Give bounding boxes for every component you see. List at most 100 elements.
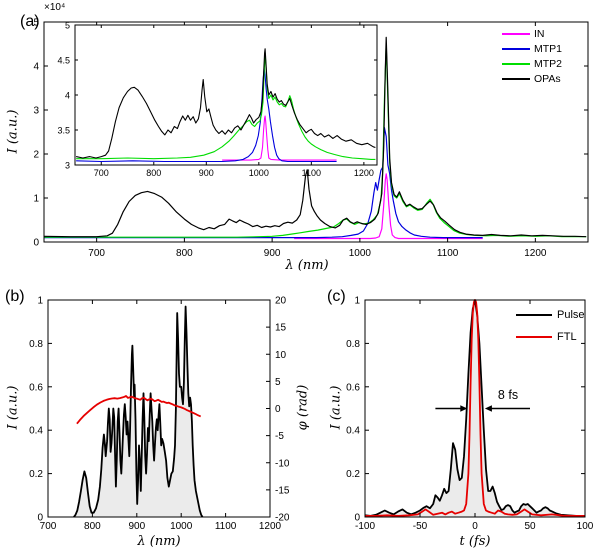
panel-a-plot: 700 800 900 1000 1100 1200 0 1 2 3 4 5 700 800 900 1000… (33, 18, 589, 259)
b-y2-tick-label: -20 (275, 513, 290, 524)
a-series-group (43, 36, 587, 240)
legend-line-swatch (502, 32, 530, 35)
b-x-tick-label: 700 (40, 521, 57, 532)
a_inset-x-tick-label: 800 (146, 168, 161, 178)
annotation-arrowhead (460, 405, 468, 412)
panel-a-xlabel: λ (nm) (285, 258, 329, 273)
panel-c-annotation: 8 fs (497, 388, 519, 402)
series-pulse-fill (365, 300, 585, 517)
b-y2-tick-label: 15 (275, 323, 287, 334)
a-y-tick-label: 4 (33, 62, 39, 73)
c-y-tick-label: 0 (354, 513, 360, 524)
b-y-tick-label: 0.8 (29, 339, 43, 350)
legend-item-in: IN (502, 26, 562, 41)
a-y-tick-label: 2 (33, 150, 39, 161)
a_inset-x-tick-label: 1100 (302, 168, 321, 178)
a-x-tick-label: 1000 (349, 248, 372, 259)
legend-item-ftl: FTL (516, 326, 585, 348)
series-phase-line (76, 395, 202, 425)
c-x-tick-label: 50 (524, 521, 536, 532)
panel-b-ylabel-right: φ (rad) (295, 384, 311, 431)
a-x-tick-label: 700 (88, 248, 105, 259)
legend-item-opas: OPAs (502, 71, 562, 86)
a-x-tick-label: 1100 (437, 248, 459, 259)
series-opas-line (43, 36, 587, 238)
a-y-tick-label: 0 (33, 238, 39, 249)
panel-a-ylabel: I (a.u.) (5, 109, 21, 154)
legend-item-pulse: Pulse (516, 304, 585, 326)
a_inset-x-tick-label: 1200 (354, 168, 374, 178)
panel-b-xlabel: λ (nm) (137, 534, 181, 549)
a_inset-y-tick-label: 3 (65, 161, 70, 171)
b-y2-tick-label: -15 (275, 485, 290, 496)
b-y2-tick-label: 20 (275, 296, 287, 307)
panel-c-xlabel: t (fs) (459, 534, 491, 549)
legend-line-swatch (516, 336, 552, 338)
legend-line-swatch (502, 77, 530, 80)
panel-c-legend: Pulse FTL (516, 304, 585, 348)
legend-item-label: FTL (557, 331, 577, 343)
panel-a-label: (a) (20, 13, 40, 30)
c-y-tick-label: 0.4 (346, 426, 360, 437)
a-x-tick-label: 800 (176, 248, 193, 259)
c-y-tick-label: 1 (354, 296, 360, 307)
legend-item-label: IN (534, 27, 545, 40)
legend-item-label: OPAs (534, 72, 561, 85)
legend-line-swatch (502, 47, 530, 50)
panel-a-y-exponent: ×10⁴ (44, 2, 66, 13)
series-pulse-line (364, 299, 585, 517)
b-x-tick-label: 1200 (259, 521, 282, 532)
c-x-tick-label: -100 (355, 521, 375, 532)
a-axes-box (43, 21, 589, 243)
legend-item-label: MTP1 (534, 42, 563, 55)
a_inset-y-tick-label: 3.5 (57, 126, 70, 136)
legend-item-label: Pulse (557, 309, 585, 321)
b-x-tick-label: 900 (128, 521, 145, 532)
legend-item-label: MTP2 (534, 57, 563, 70)
panel-c-plot: -100 -50 0 50 100 0 0.2 0.4 0.6 0.8 1 (346, 296, 594, 533)
legend-line-swatch (502, 62, 530, 65)
a_inset-series-group (75, 48, 376, 163)
b-y2-tick-label: 10 (275, 350, 287, 361)
a-y-tick-label: 1 (33, 194, 39, 205)
panel-c-ylabel: I (a.u.) (328, 385, 344, 430)
legend-item-mtp2: MTP2 (502, 56, 562, 71)
a-x-tick-label: 900 (264, 248, 281, 259)
series-in-line (294, 173, 483, 240)
legend-line-swatch (516, 314, 552, 316)
c-y-tick-label: 0.6 (346, 382, 360, 393)
a_inset-x-tick-label: 700 (94, 168, 109, 178)
a_inset-y-tick-label: 4 (65, 91, 70, 101)
c-x-tick-label: 100 (577, 521, 594, 532)
b-x-tick-label: 1000 (170, 521, 193, 532)
b-y-tick-label: 0.6 (29, 382, 43, 393)
c-x-tick-label: 0 (472, 521, 478, 532)
c-y-tick-label: 0.8 (346, 339, 360, 350)
panel-b-ylabel: I (a.u.) (5, 385, 21, 430)
b-y-tick-label: 0 (37, 513, 43, 524)
series-spectrum-fill (73, 306, 203, 517)
a-y-tick-label: 3 (33, 106, 39, 117)
b-y-tick-label: 1 (37, 296, 43, 307)
b-y2-tick-label: -5 (275, 431, 284, 442)
b-y-tick-label: 0.2 (29, 469, 43, 480)
a-y-tick-label: 5 (33, 18, 39, 29)
c-x-tick-label: -50 (413, 521, 428, 532)
a_inset-y-tick-label: 5 (65, 21, 70, 31)
a-x-tick-label: 1200 (524, 248, 547, 259)
b-y-tick-label: 0.4 (29, 426, 43, 437)
panel-a-legend: IN MTP1 MTP2 OPAs (502, 26, 562, 86)
panel-b-plot: 700 800 900 1000 1100 1200 0 0.2 0.4 0.6 0.8 1 -20 -1… (29, 296, 290, 533)
a_inset-x-tick-label: 900 (199, 168, 214, 178)
series-in-line (222, 115, 337, 161)
a_inset-y-tick-label: 4.5 (57, 56, 70, 66)
panel-c-label: (c) (327, 288, 346, 305)
b-x-tick-label: 1100 (215, 521, 237, 532)
b-x-tick-label: 800 (84, 521, 101, 532)
c-y-tick-label: 0.2 (346, 469, 360, 480)
b-y2-tick-label: 5 (275, 377, 281, 388)
a_inset-x-tick-label: 1000 (249, 168, 269, 178)
series-opas-line (75, 48, 376, 159)
legend-item-mtp1: MTP1 (502, 41, 562, 56)
